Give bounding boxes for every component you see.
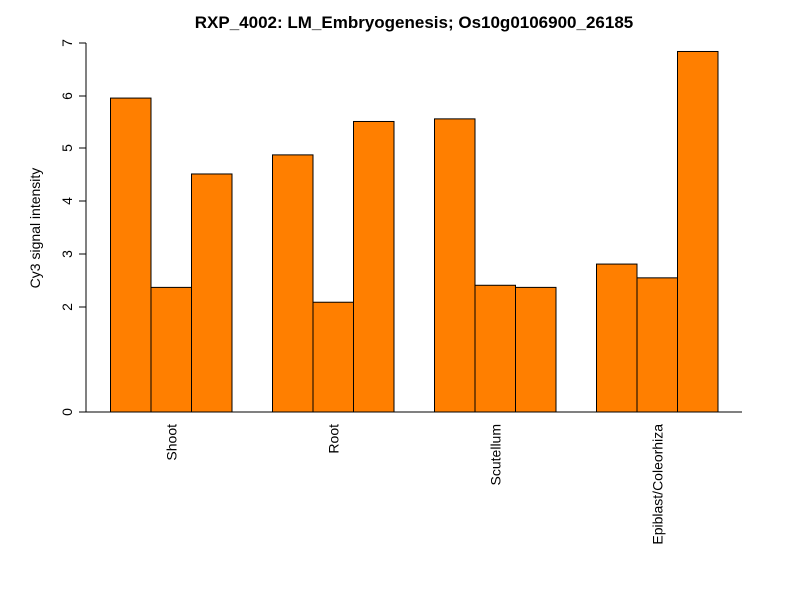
y-tick-label-5: 5 xyxy=(59,144,75,152)
y-tick-label-4: 4 xyxy=(59,197,75,205)
y-axis: 0 2 3 4 5 6 7 xyxy=(59,39,87,416)
y-tick-label-2: 2 xyxy=(59,303,75,311)
x-category-label-scutellum: Scutellum xyxy=(487,424,503,485)
bar-shoot-3 xyxy=(191,173,233,413)
bar-shoot-2 xyxy=(150,286,192,413)
bar-root-1 xyxy=(272,154,314,413)
bar-scutellum-3 xyxy=(515,286,557,413)
y-axis-label: Cy3 signal intensity xyxy=(27,168,43,289)
bar-epiblast-coleorhiza-1 xyxy=(596,263,638,413)
x-axis: Shoot Root Scutellum Epiblast/Coleorhiza xyxy=(86,411,742,545)
bar-epiblast-coleorhiza-3 xyxy=(677,50,719,413)
x-category-label-root: Root xyxy=(325,424,341,454)
y-tick-label-7: 7 xyxy=(59,39,75,47)
y-tick-label-0: 0 xyxy=(59,408,75,416)
x-category-label-shoot: Shoot xyxy=(163,424,179,461)
y-tick-label-3: 3 xyxy=(59,250,75,258)
bar-root-3 xyxy=(353,120,395,413)
bar-epiblast-coleorhiza-2 xyxy=(636,277,678,413)
chart-title: RXP_4002: LM_Embryogenesis; Os10g0106900… xyxy=(195,13,633,32)
bar-root-2 xyxy=(312,301,354,413)
bar-shoot-1 xyxy=(110,97,152,413)
bars-group xyxy=(110,50,719,413)
bar-scutellum-1 xyxy=(434,118,476,413)
y-tick-label-6: 6 xyxy=(59,92,75,100)
x-category-label-epiblast-coleorhiza: Epiblast/Coleorhiza xyxy=(649,424,665,545)
bar-scutellum-2 xyxy=(474,284,516,413)
